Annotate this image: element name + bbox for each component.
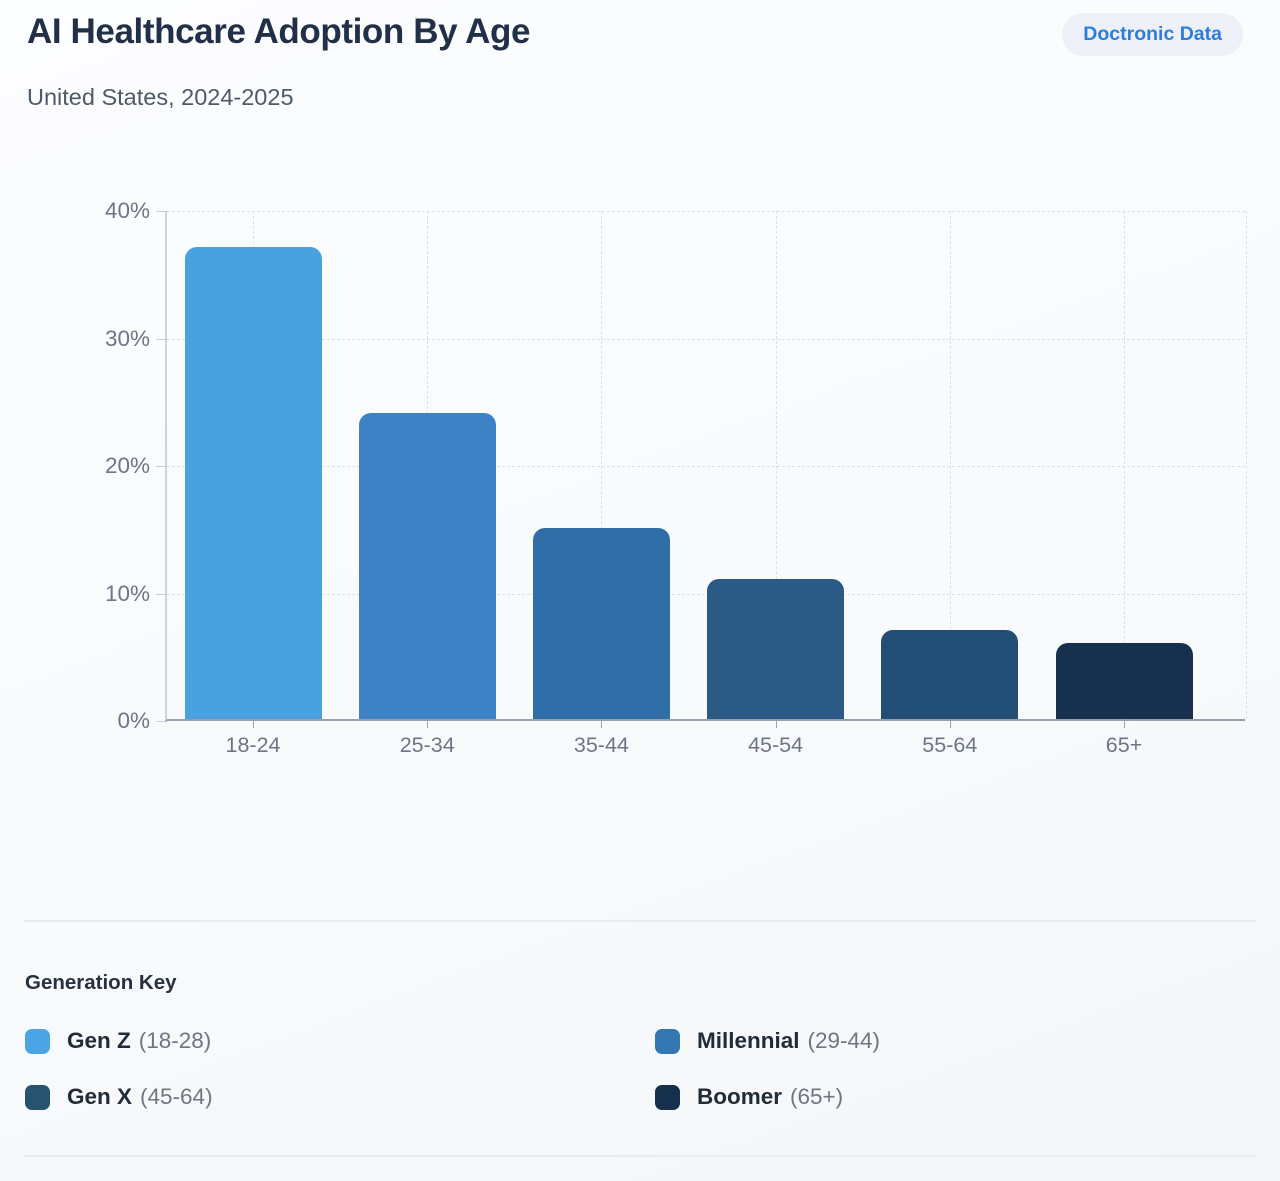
bar-chart-plot-area: 0% 10% 20% 30% 40% 18-24 25-34 35-44 45-54 55-64 6… <box>105 198 1247 757</box>
x-axis-label: 35-44 <box>573 733 629 757</box>
bar-18-24 <box>184 247 322 719</box>
gridline-vertical <box>1124 211 1125 719</box>
x-axis-tick <box>253 719 254 728</box>
bar-45-54 <box>707 578 845 719</box>
gridline-horizontal <box>167 338 1245 340</box>
y-axis-tick <box>156 338 167 340</box>
divider-below-legend <box>24 1155 1256 1157</box>
legend-item-name: Gen Z <box>67 1028 131 1053</box>
bar-35-44 <box>532 527 670 719</box>
y-axis-tick <box>156 466 167 467</box>
legend-item-gen-x: Gen X (45-64) <box>25 1076 655 1118</box>
legend-heading: Generation Key <box>25 971 177 994</box>
gridline-horizontal <box>167 593 1245 595</box>
legend-item-gen-z: Gen Z (18-28) <box>25 1020 655 1062</box>
y-axis-label: 30% <box>104 325 150 351</box>
y-axis-tick <box>156 593 167 595</box>
x-axis-label: 55-64 <box>922 733 978 757</box>
y-axis-label: 20% <box>104 453 150 478</box>
bar-25-34 <box>358 413 496 719</box>
legend-item-name: Millennial <box>697 1028 800 1053</box>
doctronic-data-badge[interactable]: Doctronic Data <box>1062 13 1243 56</box>
y-axis-label: 40% <box>104 198 150 223</box>
legend-swatch <box>25 1084 50 1110</box>
x-axis-tick <box>1124 719 1125 728</box>
x-axis-label: 45-54 <box>748 733 804 757</box>
legend-swatch <box>25 1028 50 1054</box>
gridline-horizontal <box>167 466 1245 467</box>
divider-above-legend <box>24 920 1256 922</box>
gridline-horizontal <box>167 211 1245 212</box>
bar-55-64 <box>881 629 1019 719</box>
x-axis-tick <box>601 719 603 728</box>
legend-item-boomer: Boomer (65+) <box>655 1076 1205 1118</box>
gridline-vertical <box>1246 211 1247 719</box>
legend-item-range: (45-64) <box>140 1084 213 1109</box>
y-axis-tick <box>156 721 167 722</box>
gridline-vertical <box>775 211 777 719</box>
x-axis-label: 25-34 <box>399 733 455 757</box>
y-axis-tick <box>156 211 167 212</box>
generation-key-legend: Gen Z (18-28) Millennial (29-44) Gen X (45-64… <box>25 1020 1205 1118</box>
legend-item-name: Boomer <box>697 1084 783 1109</box>
bar-65plus <box>1055 642 1193 719</box>
x-axis-tick <box>949 719 951 728</box>
x-axis-label: 18-24 <box>225 733 281 757</box>
y-axis-label: 10% <box>104 580 150 606</box>
x-axis-label: 65+ <box>1105 733 1143 757</box>
gridline-vertical <box>601 211 603 719</box>
legend-item-range: (18-28) <box>138 1028 212 1053</box>
legend-item-millennial: Millennial (29-44) <box>655 1020 1205 1062</box>
x-axis-tick <box>427 719 429 728</box>
legend-item-range: (65+) <box>790 1084 844 1109</box>
page-title: AI Healthcare Adoption By Age <box>27 12 531 51</box>
gridline-vertical <box>949 211 951 719</box>
y-axis-label: 0% <box>117 708 150 733</box>
legend-item-range: (29-44) <box>807 1028 881 1053</box>
page-subtitle: United States, 2024-2025 <box>27 84 294 110</box>
legend-item-name: Gen X <box>67 1084 133 1109</box>
legend-swatch <box>655 1028 680 1054</box>
legend-swatch <box>655 1084 680 1110</box>
x-axis-tick <box>775 719 777 728</box>
